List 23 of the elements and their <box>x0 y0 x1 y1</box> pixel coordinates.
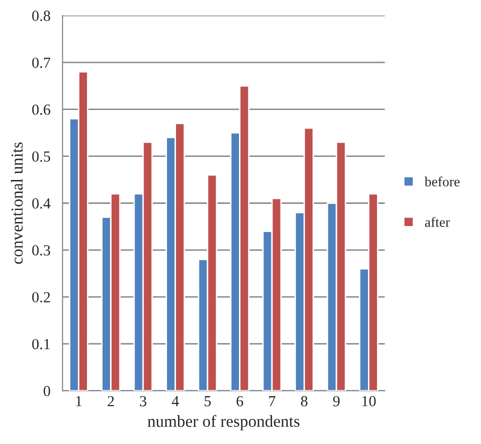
y-tick-label: 0.7 <box>32 58 50 68</box>
y-tick-label: 0.3 <box>32 245 50 256</box>
y-tick-label: 0.8 <box>32 10 50 22</box>
x-tick-label: 10 <box>362 396 376 406</box>
x-tick-label: 4 <box>172 396 179 406</box>
legend-label: before <box>424 176 460 186</box>
legend-label: after <box>425 216 450 227</box>
x-tick-label: 6 <box>236 396 244 406</box>
y-tick-label: 0.4 <box>32 198 50 209</box>
x-tick-label: 1 <box>76 396 82 406</box>
x-tick-label: 9 <box>333 396 340 406</box>
y-tick-label: 0.1 <box>32 338 50 350</box>
y-tick-label: 0 <box>44 386 50 396</box>
y-axis-title: conventional units <box>10 142 23 264</box>
y-tick-label: 0.2 <box>32 292 50 302</box>
x-tick-label: 5 <box>204 396 211 406</box>
y-tick-label: 0.6 <box>32 104 50 115</box>
x-axis-title: number of respondents <box>148 414 300 430</box>
x-tick-label: 2 <box>108 396 114 406</box>
y-tick-label: 0.5 <box>32 151 50 162</box>
x-tick-label: 8 <box>300 396 308 406</box>
x-tick-label: 3 <box>140 396 146 406</box>
x-tick-label: 7 <box>269 396 276 406</box>
